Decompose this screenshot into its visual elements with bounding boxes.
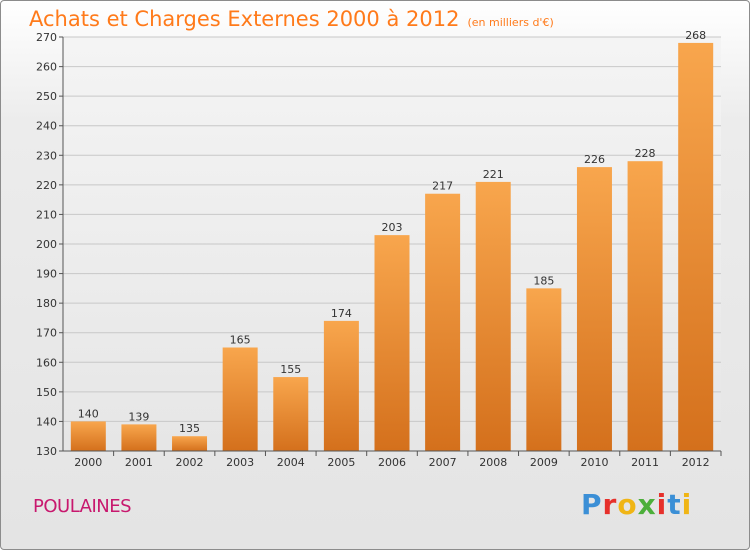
y-tick-label: 220: [36, 179, 57, 192]
commune-name: POULAINES: [33, 496, 132, 517]
chart-title: Achats et Charges Externes 2000 à 2012 (e…: [29, 7, 554, 31]
proxiti-logo[interactable]: Proxiti: [581, 488, 692, 521]
y-tick-label: 210: [36, 208, 57, 221]
bar-value-label: 228: [635, 147, 656, 160]
bar: [273, 377, 309, 451]
bar-value-label: 140: [78, 407, 99, 420]
bar: [121, 424, 157, 451]
x-tick-label: 2002: [176, 456, 204, 469]
bar: [323, 320, 359, 451]
bar-value-label: 221: [483, 168, 504, 181]
x-tick-label: 2001: [125, 456, 153, 469]
brand-letter: t: [667, 488, 682, 521]
y-tick-label: 180: [36, 297, 57, 310]
bar-value-label: 174: [331, 307, 352, 320]
x-tick-label: 2000: [74, 456, 102, 469]
x-tick-label: 2012: [682, 456, 710, 469]
bar: [678, 42, 714, 452]
y-tick-label: 170: [36, 327, 57, 340]
x-tick-label: 2005: [327, 456, 355, 469]
bar: [425, 193, 461, 451]
bar: [374, 235, 410, 451]
y-tick-label: 230: [36, 149, 57, 162]
brand-letter: P: [581, 488, 603, 521]
x-tick-label: 2003: [226, 456, 254, 469]
bar: [627, 161, 663, 451]
bar-value-label: 155: [280, 363, 301, 376]
x-tick-label: 2011: [631, 456, 659, 469]
x-tick-label: 2008: [479, 456, 507, 469]
y-tick-label: 200: [36, 238, 57, 251]
x-tick-label: 2004: [277, 456, 305, 469]
bars: 140 139 135 165 155 174 203 217 221 185 226 228 268: [70, 29, 714, 452]
x-tick-label: 2006: [378, 456, 406, 469]
brand-letter: x: [637, 488, 657, 521]
y-axis: 130 140 150 160 170 180 190 200 210 220 230 240 250 2…: [36, 31, 64, 458]
y-tick-label: 250: [36, 90, 57, 103]
bar: [172, 436, 208, 451]
chart-subtitle: (en milliers d'€): [467, 16, 554, 29]
x-tick-label: 2009: [530, 456, 558, 469]
y-tick-label: 270: [36, 31, 57, 44]
y-tick-label: 240: [36, 120, 57, 133]
chart-title-text: Achats et Charges Externes 2000 à 2012: [29, 7, 460, 31]
bar-value-label: 165: [230, 334, 251, 347]
bar-value-label: 185: [533, 274, 554, 287]
y-tick-label: 150: [36, 386, 57, 399]
bar: [222, 347, 258, 451]
bar-value-label: 203: [382, 221, 403, 234]
x-tick-label: 2007: [429, 456, 457, 469]
brand-letter: i: [656, 488, 668, 521]
brand-letter: o: [617, 488, 638, 521]
brand-letter: r: [602, 488, 618, 521]
y-tick-label: 260: [36, 61, 57, 74]
bar-value-label: 268: [685, 29, 706, 42]
y-tick-label: 160: [36, 356, 57, 369]
bar-value-label: 217: [432, 180, 453, 193]
bar: [70, 421, 106, 451]
bar: [526, 288, 562, 451]
bar-value-label: 226: [584, 153, 605, 166]
x-tick-label: 2010: [580, 456, 608, 469]
y-tick-label: 190: [36, 268, 57, 281]
y-tick-label: 130: [36, 445, 57, 458]
x-axis: 2000 2001 2002 2003 2004 2005 2006 2007 2008 2009…: [63, 450, 722, 469]
bar: [475, 181, 511, 451]
bar-value-label: 139: [128, 410, 149, 423]
bar-value-label: 135: [179, 422, 200, 435]
bar: [576, 167, 612, 451]
y-tick-label: 140: [36, 415, 57, 428]
brand-letter: i: [681, 488, 693, 521]
